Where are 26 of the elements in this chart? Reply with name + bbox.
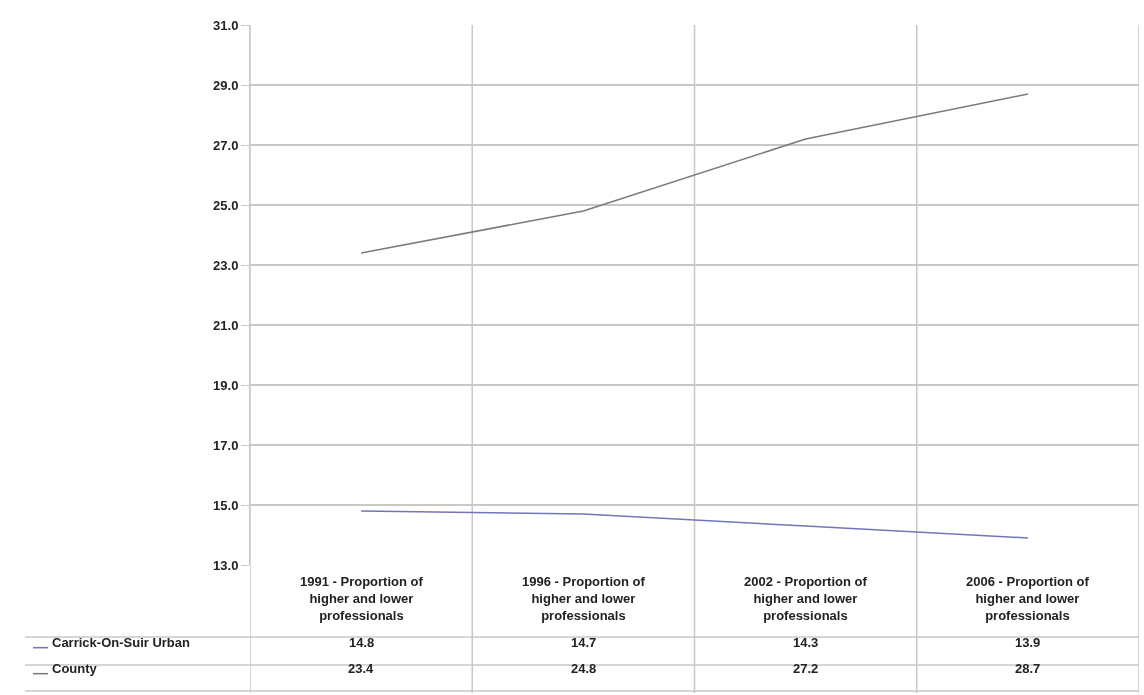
data-label: 23.4 — [348, 661, 375, 676]
y-tick-label: 21.0 — [213, 317, 239, 333]
y-tick-label: 19.0 — [213, 377, 239, 393]
x-tick-label: 2002 - Proportion of higher and lower professionals — [744, 574, 868, 623]
line-series — [360, 93, 1029, 254]
y-tick-label: 13.0 — [213, 557, 239, 573]
x-tick-label: 1996 - Proportion of higher and lower professionals — [522, 574, 646, 623]
x-tick-label: 1991 - Proportion of higher and lower professionals — [300, 574, 424, 623]
y-tick-label: 25.0 — [213, 197, 239, 213]
y-tick-label: 23.0 — [213, 257, 239, 273]
y-tick-label: 31.0 — [213, 17, 239, 33]
y-tick-label: 17.0 — [213, 437, 239, 453]
x-tick-label: 2006 - Proportion of higher and lower professionals — [966, 574, 1090, 623]
line-series — [360, 510, 1029, 539]
data-label: 13.9 — [1015, 635, 1041, 650]
data-label: 24.8 — [571, 661, 597, 676]
data-label: 27.2 — [793, 661, 819, 676]
legend-label: Carrick-On-Suir Urban — [52, 635, 191, 650]
data-label: 14.8 — [349, 635, 375, 650]
y-tick-label: 29.0 — [213, 77, 239, 93]
legend-label: County — [52, 661, 98, 676]
data-label: 28.7 — [1015, 661, 1041, 676]
data-label: 14.3 — [793, 635, 819, 650]
y-tick-label: 15.0 — [213, 497, 239, 513]
data-label: 14.7 — [571, 635, 597, 650]
y-tick-label: 27.0 — [213, 137, 239, 153]
